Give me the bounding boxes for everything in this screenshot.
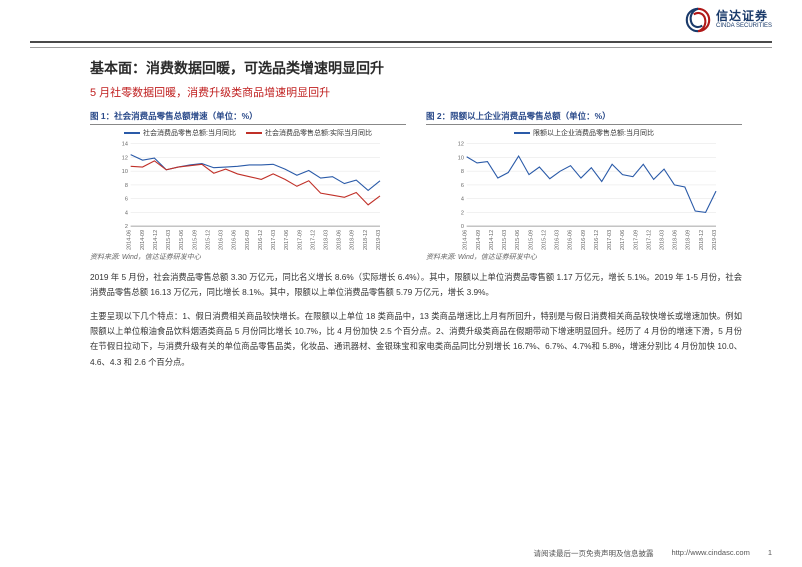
svg-text:2017-09: 2017-09 (297, 230, 303, 250)
svg-text:2016-06: 2016-06 (232, 230, 238, 250)
footer-disclaimer: 请阅读最后一页免责声明及信息披露 (533, 548, 653, 559)
svg-text:6: 6 (461, 183, 464, 189)
svg-text:2015-09: 2015-09 (528, 230, 534, 250)
svg-text:2019-03: 2019-03 (712, 230, 718, 250)
svg-text:8: 8 (125, 183, 128, 189)
brand-logo: 信达证券 CINDA SECURITIES (684, 6, 772, 34)
chart-1-title: 图 1：社会消费品零售总额增速（单位：%） (90, 110, 406, 125)
legend-label: 社会消费品零售总额:实际当月同比 (265, 128, 372, 138)
chart-1-source: 资料来源: Wind，信达证券研发中心 (90, 252, 406, 262)
svg-text:2018-09: 2018-09 (686, 230, 692, 250)
svg-text:12: 12 (458, 142, 464, 148)
brand-name-cn: 信达证券 (716, 10, 772, 23)
svg-text:4: 4 (461, 197, 464, 203)
svg-text:2019-03: 2019-03 (376, 230, 382, 250)
svg-text:2014-06: 2014-06 (463, 230, 469, 250)
svg-text:2018-06: 2018-06 (337, 230, 343, 250)
svg-text:2018-06: 2018-06 (673, 230, 679, 250)
svg-text:2017-12: 2017-12 (646, 230, 652, 250)
legend-swatch (514, 132, 530, 134)
svg-text:2016-09: 2016-09 (245, 230, 251, 250)
body-text: 2019 年 5 月份，社会消费品零售总额 3.30 万亿元，同比名义增长 8.… (90, 270, 742, 370)
legend-label: 社会消费品零售总额:当月同比 (143, 128, 236, 138)
paragraph-2: 主要呈现以下几个特点：1、假日消费相关商品较快增长。在限额以上单位 18 类商品… (90, 309, 742, 370)
svg-text:14: 14 (122, 142, 128, 148)
svg-text:2016-12: 2016-12 (594, 230, 600, 250)
svg-text:2015-03: 2015-03 (502, 230, 508, 250)
svg-text:2014-09: 2014-09 (140, 230, 146, 250)
svg-text:2016-06: 2016-06 (568, 230, 574, 250)
logo-swirl-icon (684, 6, 712, 34)
svg-text:10: 10 (458, 155, 464, 161)
chart-2-svg: 0 2 4 6 8 10 12 2014-06 2014-09 2014-12 2015-03 201… (426, 140, 742, 250)
svg-text:2016-09: 2016-09 (581, 230, 587, 250)
svg-text:0: 0 (461, 224, 464, 230)
paragraph-1: 2019 年 5 月份，社会消费品零售总额 3.30 万亿元，同比名义增长 8.… (90, 270, 742, 301)
legend-item: 社会消费品零售总额:当月同比 (124, 128, 236, 138)
legend-item: 社会消费品零售总额:实际当月同比 (246, 128, 372, 138)
svg-text:2017-12: 2017-12 (310, 230, 316, 250)
chart-2-legend: 限额以上企业消费品零售总额:当月同比 (426, 128, 742, 138)
legend-swatch (246, 132, 262, 134)
svg-text:2016-03: 2016-03 (219, 230, 225, 250)
chart-1-legend: 社会消费品零售总额:当月同比 社会消费品零售总额:实际当月同比 (90, 128, 406, 138)
svg-text:2015-06: 2015-06 (515, 230, 521, 250)
svg-text:2015-06: 2015-06 (179, 230, 185, 250)
page-footer: 请阅读最后一页免责声明及信息披露 http://www.cindasc.com … (533, 548, 772, 559)
svg-text:4: 4 (125, 210, 128, 216)
svg-text:2018-03: 2018-03 (660, 230, 666, 250)
section-subtitle: 5 月社零数据回暖，消费升级类商品增速明显回升 (90, 84, 742, 100)
legend-item: 限额以上企业消费品零售总额:当月同比 (514, 128, 654, 138)
svg-text:2016-03: 2016-03 (555, 230, 561, 250)
svg-text:2015-12: 2015-12 (205, 230, 211, 250)
chart-1-svg: 2 4 6 8 10 12 14 2014-06 2014-09 2014-12 2015-03 20… (90, 140, 406, 250)
svg-text:2018-09: 2018-09 (350, 230, 356, 250)
svg-text:10: 10 (122, 169, 128, 175)
svg-text:2014-12: 2014-12 (489, 230, 495, 250)
svg-text:2017-03: 2017-03 (607, 230, 613, 250)
svg-text:6: 6 (125, 197, 128, 203)
svg-text:2016-12: 2016-12 (258, 230, 264, 250)
page-header: 信达证券 CINDA SECURITIES (30, 0, 772, 48)
svg-text:2014-06: 2014-06 (127, 230, 133, 250)
chart-2-title: 图 2：限额以上企业消费品零售总额（单位：%） (426, 110, 742, 125)
svg-text:2014-12: 2014-12 (153, 230, 159, 250)
chart-2: 图 2：限额以上企业消费品零售总额（单位：%） 限额以上企业消费品零售总额:当月… (426, 110, 742, 262)
svg-text:2017-06: 2017-06 (284, 230, 290, 250)
charts-row: 图 1：社会消费品零售总额增速（单位：%） 社会消费品零售总额:当月同比 社会消… (90, 110, 742, 262)
chart-1: 图 1：社会消费品零售总额增速（单位：%） 社会消费品零售总额:当月同比 社会消… (90, 110, 406, 262)
svg-text:2018-12: 2018-12 (363, 230, 369, 250)
brand-name-en: CINDA SECURITIES (716, 23, 772, 30)
svg-text:2017-09: 2017-09 (633, 230, 639, 250)
svg-text:2015-03: 2015-03 (166, 230, 172, 250)
svg-text:8: 8 (461, 169, 464, 175)
legend-swatch (124, 132, 140, 134)
svg-text:2017-03: 2017-03 (271, 230, 277, 250)
footer-url: http://www.cindasc.com (671, 548, 749, 559)
svg-text:2018-12: 2018-12 (699, 230, 705, 250)
section-title: 基本面：消费数据回暖，可选品类增速明显回升 (90, 58, 742, 78)
svg-text:2018-03: 2018-03 (324, 230, 330, 250)
header-rule (30, 41, 772, 43)
svg-text:2: 2 (125, 224, 128, 230)
page-number: 1 (768, 548, 772, 559)
svg-text:2015-12: 2015-12 (541, 230, 547, 250)
legend-label: 限额以上企业消费品零售总额:当月同比 (533, 128, 654, 138)
svg-text:2014-09: 2014-09 (476, 230, 482, 250)
chart-2-source: 资料来源: Wind，信达证券研发中心 (426, 252, 742, 262)
main-content: 基本面：消费数据回暖，可选品类增速明显回升 5 月社零数据回暖，消费升级类商品增… (0, 48, 802, 370)
svg-text:12: 12 (122, 155, 128, 161)
svg-text:2015-09: 2015-09 (192, 230, 198, 250)
svg-text:2017-06: 2017-06 (620, 230, 626, 250)
svg-text:2: 2 (461, 210, 464, 216)
